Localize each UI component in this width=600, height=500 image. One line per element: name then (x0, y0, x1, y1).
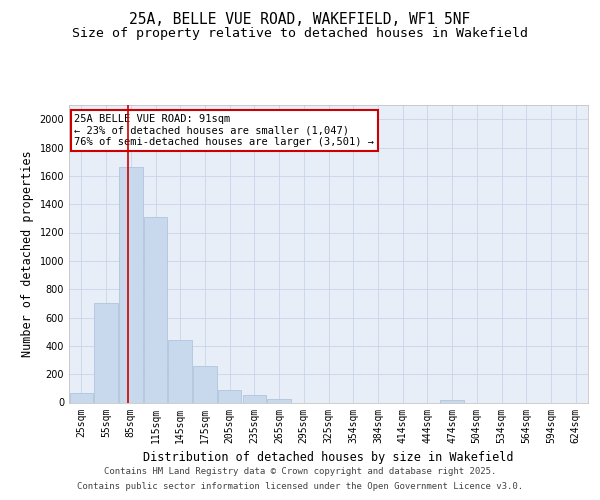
Bar (193, 366, 217, 402)
Text: Contains HM Land Registry data © Crown copyright and database right 2025.: Contains HM Land Registry data © Crown c… (104, 467, 496, 476)
Text: Size of property relative to detached houses in Wakefield: Size of property relative to detached ho… (72, 28, 528, 40)
Text: 25A, BELLE VUE ROAD, WAKEFIELD, WF1 5NF: 25A, BELLE VUE ROAD, WAKEFIELD, WF1 5NF (130, 12, 470, 28)
X-axis label: Distribution of detached houses by size in Wakefield: Distribution of detached houses by size … (143, 451, 514, 464)
Bar (242, 396, 266, 402)
Text: 25A BELLE VUE ROAD: 91sqm
← 23% of detached houses are smaller (1,047)
76% of se: 25A BELLE VUE ROAD: 91sqm ← 23% of detac… (74, 114, 374, 147)
Bar (440, 400, 464, 402)
Bar (94, 304, 118, 402)
Bar (144, 217, 167, 402)
Y-axis label: Number of detached properties: Number of detached properties (21, 150, 34, 357)
Text: Contains public sector information licensed under the Open Government Licence v3: Contains public sector information licen… (77, 482, 523, 491)
Bar (119, 168, 143, 402)
Bar (268, 399, 291, 402)
Bar (169, 340, 192, 402)
Bar (218, 390, 241, 402)
Bar (70, 394, 93, 402)
